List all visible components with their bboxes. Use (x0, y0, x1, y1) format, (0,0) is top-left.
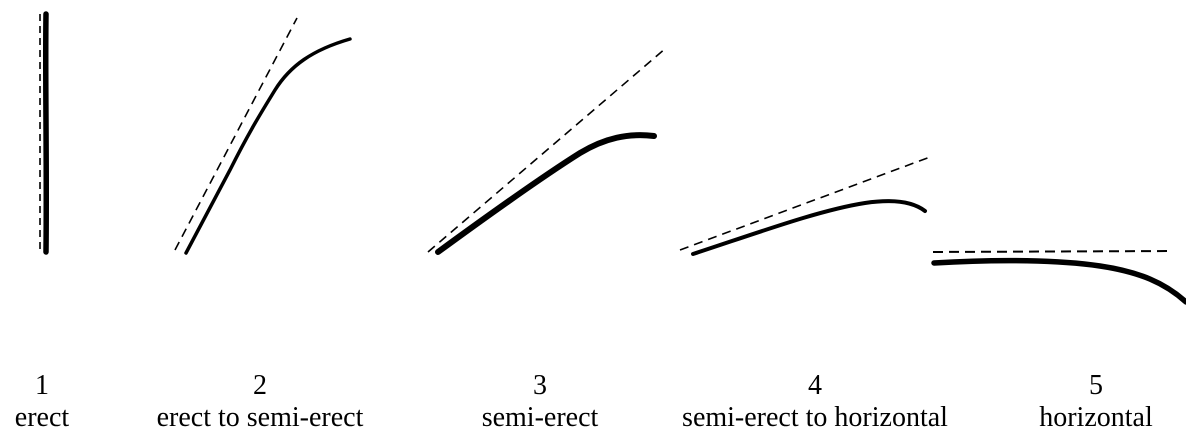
stage-2-stem (184, 37, 352, 255)
stage-4-description: semi-erect to horizontal (682, 402, 948, 433)
stage-5-stem (931, 257, 1186, 305)
stage-2-number: 2 (253, 370, 267, 401)
stage-4-figure (679, 156, 931, 256)
stage-4-stem (691, 199, 927, 256)
stage-1-figure (39, 11, 50, 255)
stage-1-number: 1 (35, 370, 49, 401)
stage-5-number: 5 (1089, 370, 1103, 401)
stage-3-reference-line (427, 47, 667, 253)
stage-5-reference-line (932, 250, 1173, 253)
stage-2-description: erect to semi-erect (156, 402, 364, 433)
stage-3-stem (435, 132, 657, 255)
stage-3-figure (427, 47, 667, 255)
stage-4-label: 4 semi-erect to horizontal (650, 370, 980, 434)
stage-2-label: 2 erect to semi-erect (120, 370, 400, 434)
stage-4-reference-line (679, 156, 931, 251)
stage-1-stem (42, 11, 50, 255)
stage-3-label: 3 semi-erect (440, 370, 640, 434)
stage-2-figure (174, 17, 352, 255)
stage-5-description: horizontal (1039, 402, 1153, 433)
stage-4-number: 4 (808, 370, 822, 401)
stage-5-figure (931, 250, 1186, 305)
stage-1-label: 1 erect (0, 370, 84, 434)
stage-1-description: erect (14, 402, 70, 433)
stage-3-description: semi-erect (481, 402, 599, 433)
stage-2-reference-line (174, 17, 298, 251)
stage-3-number: 3 (533, 370, 547, 401)
stage-5-label: 5 horizontal (1016, 370, 1176, 434)
